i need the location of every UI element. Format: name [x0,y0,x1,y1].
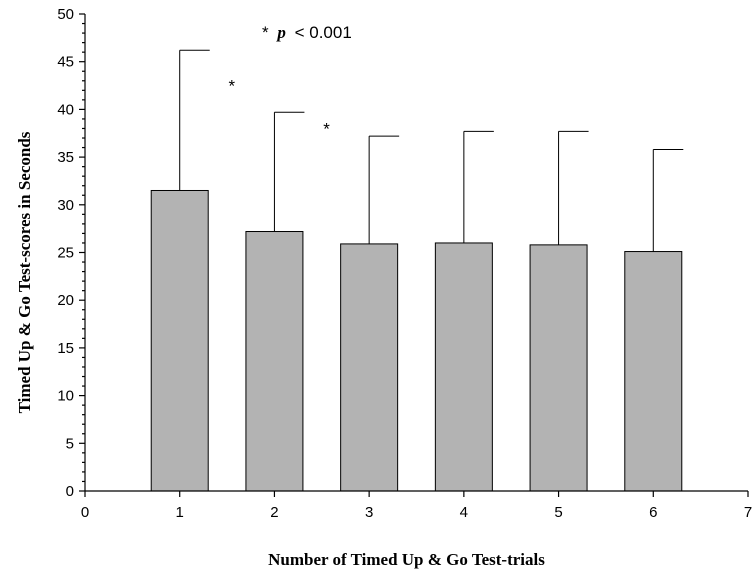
significance-star: * [323,119,330,138]
x-tick-label: 7 [744,504,752,521]
bar [529,244,588,492]
x-tick-label: 6 [649,504,657,521]
y-tick-label: 20 [57,292,74,309]
y-tick-label: 30 [57,197,74,214]
y-tick-label: 0 [66,483,74,500]
x-tick-label: 1 [176,504,184,521]
x-axis-title: Number of Timed Up & Go Test-trials [268,550,545,569]
significance-legend-threshold: < 0.001 [295,23,352,42]
x-tick-label: 5 [554,504,562,521]
bar [624,251,683,492]
bars [150,189,683,492]
bar [434,242,493,492]
significance-legend-star: * [262,23,269,42]
y-tick-label: 50 [57,6,74,23]
y-tick-label: 35 [57,149,74,166]
x-tick-label: 4 [460,504,468,521]
bar [150,189,209,492]
bar [245,231,304,492]
y-tick-label: 25 [57,245,74,262]
significance-marks: ** [228,77,330,139]
error-bars [179,49,684,252]
x-tick-label: 3 [365,504,373,521]
significance-legend-p: p [275,23,286,42]
y-axis-title: Timed Up & Go Test-scores in Seconds [15,131,34,413]
x-tick-label: 2 [270,504,278,521]
y-tick-label: 45 [57,54,74,71]
significance-star: * [228,77,235,96]
y-tick-label: 40 [57,101,74,118]
y-axis-ticks: 0 5 10 15 20 25 30 35 40 45 50 [57,6,85,500]
y-tick-label: 5 [66,435,74,452]
y-tick-label: 15 [57,340,74,357]
y-tick-label: 10 [57,388,74,405]
bar [340,243,399,492]
x-tick-label: 0 [81,504,89,521]
x-axis-ticks: 0 1 2 3 4 5 6 7 [81,491,752,521]
significance-legend: * p < 0.001 [262,23,352,42]
